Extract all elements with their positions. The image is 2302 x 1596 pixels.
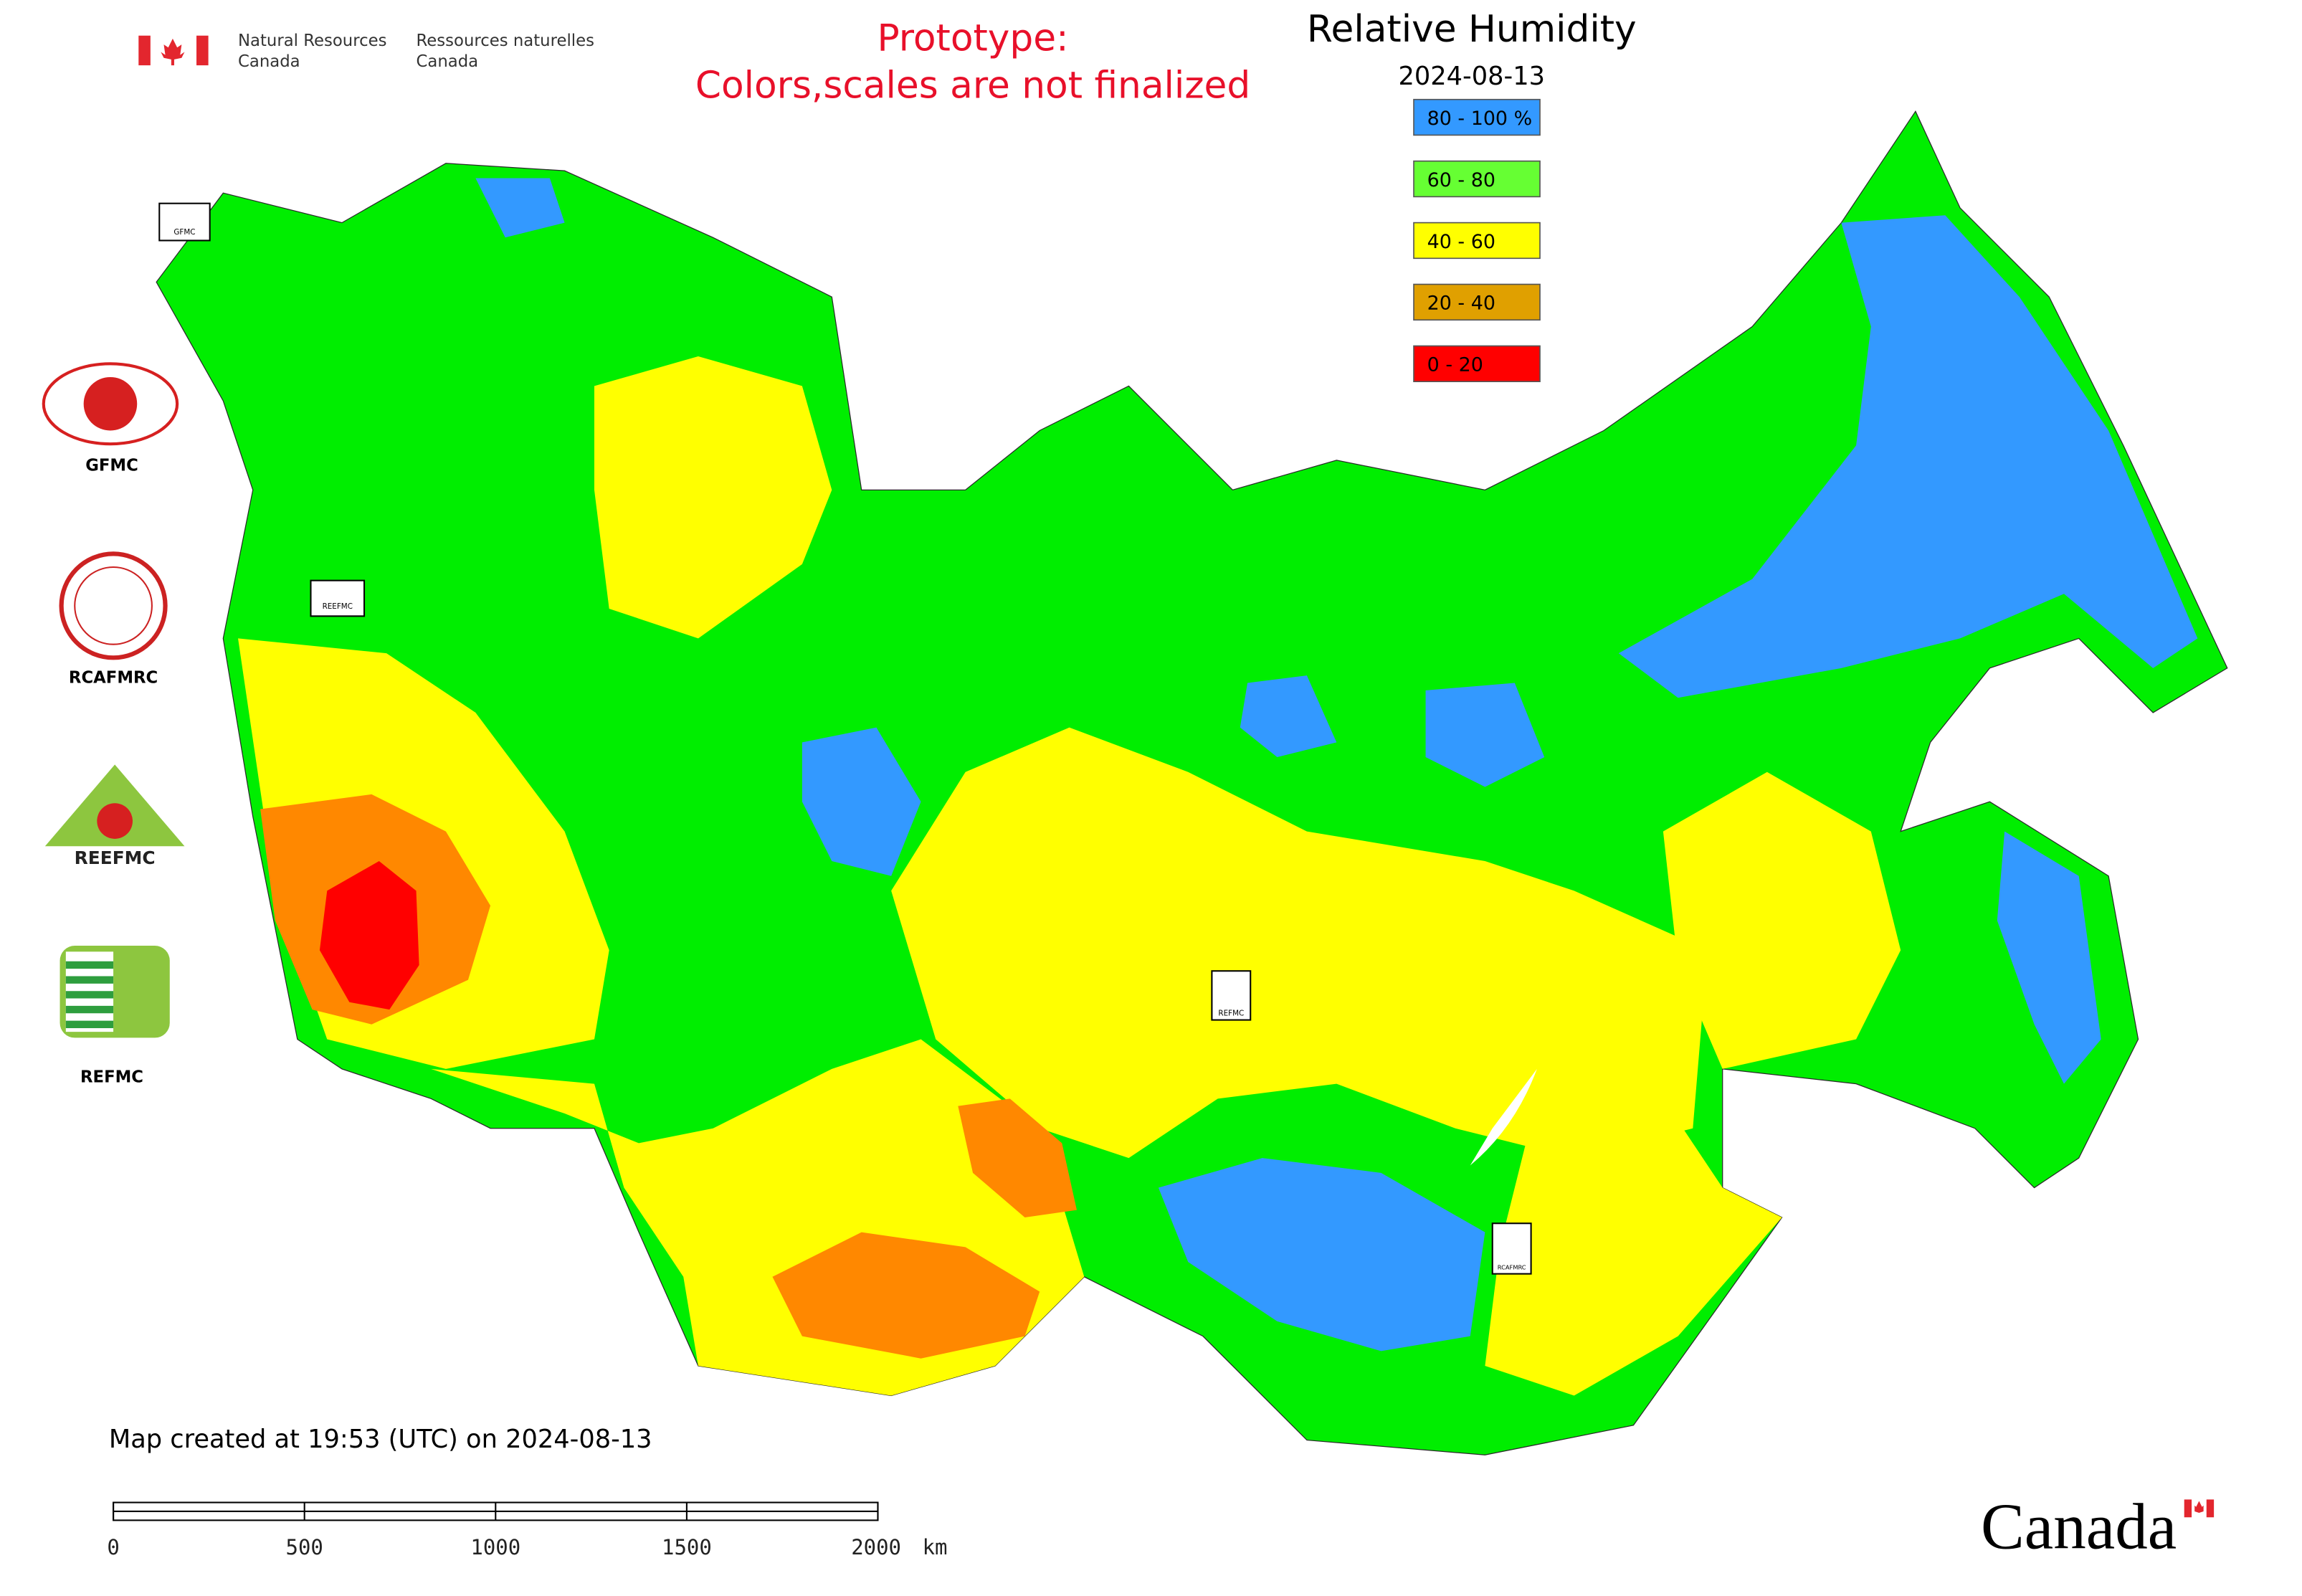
notice: Prototype: [877, 16, 1068, 60]
scale-tick-label: 500 [286, 1535, 323, 1559]
humidity-map [156, 110, 2228, 1455]
wordmark: Canada [1981, 1491, 2177, 1563]
legend-swatch [1413, 98, 1541, 136]
agency-fr: Canada [417, 52, 479, 71]
map-date: 2024-08-13 [1399, 62, 1546, 91]
legend-label: 40 - 60 [1427, 231, 1495, 253]
scale-tick-label: 1000 [470, 1535, 520, 1559]
canada-wordmark: Canada [1981, 1491, 2215, 1563]
legend-swatch [1413, 160, 1541, 198]
agency-en: Canada [238, 52, 300, 71]
footer-note: Map created at 19:53 (UTC) on 2024-08-13 [109, 1425, 652, 1454]
logo-label: GFMC [85, 456, 138, 475]
marker-label: REEFMC [323, 602, 353, 611]
agency-fr: Ressources naturelles [417, 32, 594, 50]
legend: 80 - 100 % 60 - 80 40 - 60 20 - 40 0 - 20 [1413, 98, 1541, 382]
map-markers: GFMC REEFMC REFMC RCAFMRC [158, 202, 1532, 1275]
scale-tick-label: 1500 [662, 1535, 712, 1559]
scale-tick-label: 0 [107, 1535, 119, 1559]
marker-label: RCAFMRC [1498, 1263, 1526, 1270]
scale-unit: km [923, 1535, 948, 1559]
legend-label: 60 - 80 [1427, 169, 1495, 191]
marker-label: REFMC [1218, 1009, 1244, 1017]
logo-label: RCAFMRC [69, 669, 158, 688]
nrcan-signature: Natural Resources Canada Ressources natu… [138, 32, 594, 71]
agency-en: Natural Resources [238, 32, 386, 50]
partner-logos: GFMC RCAFMRC REEFMC REFMC [42, 362, 185, 1087]
notice: Colors,scales are not finalized [695, 65, 1250, 108]
marker-label: GFMC [173, 228, 195, 237]
legend-label: 0 - 20 [1427, 354, 1483, 376]
logo-label: REFMC [80, 1068, 143, 1087]
scale-tick-label: 2000 [851, 1535, 901, 1559]
map-title: Relative Humidity [1307, 8, 1637, 51]
legend-swatch [1413, 222, 1541, 260]
scale-bar: 0 500 1000 1500 2000 km [107, 1501, 948, 1559]
legend-swatch [1413, 345, 1541, 382]
legend-swatch [1413, 283, 1541, 321]
legend-label: 80 - 100 % [1427, 108, 1533, 130]
logo-label: REEFMC [75, 847, 156, 868]
legend-label: 20 - 40 [1427, 293, 1495, 315]
